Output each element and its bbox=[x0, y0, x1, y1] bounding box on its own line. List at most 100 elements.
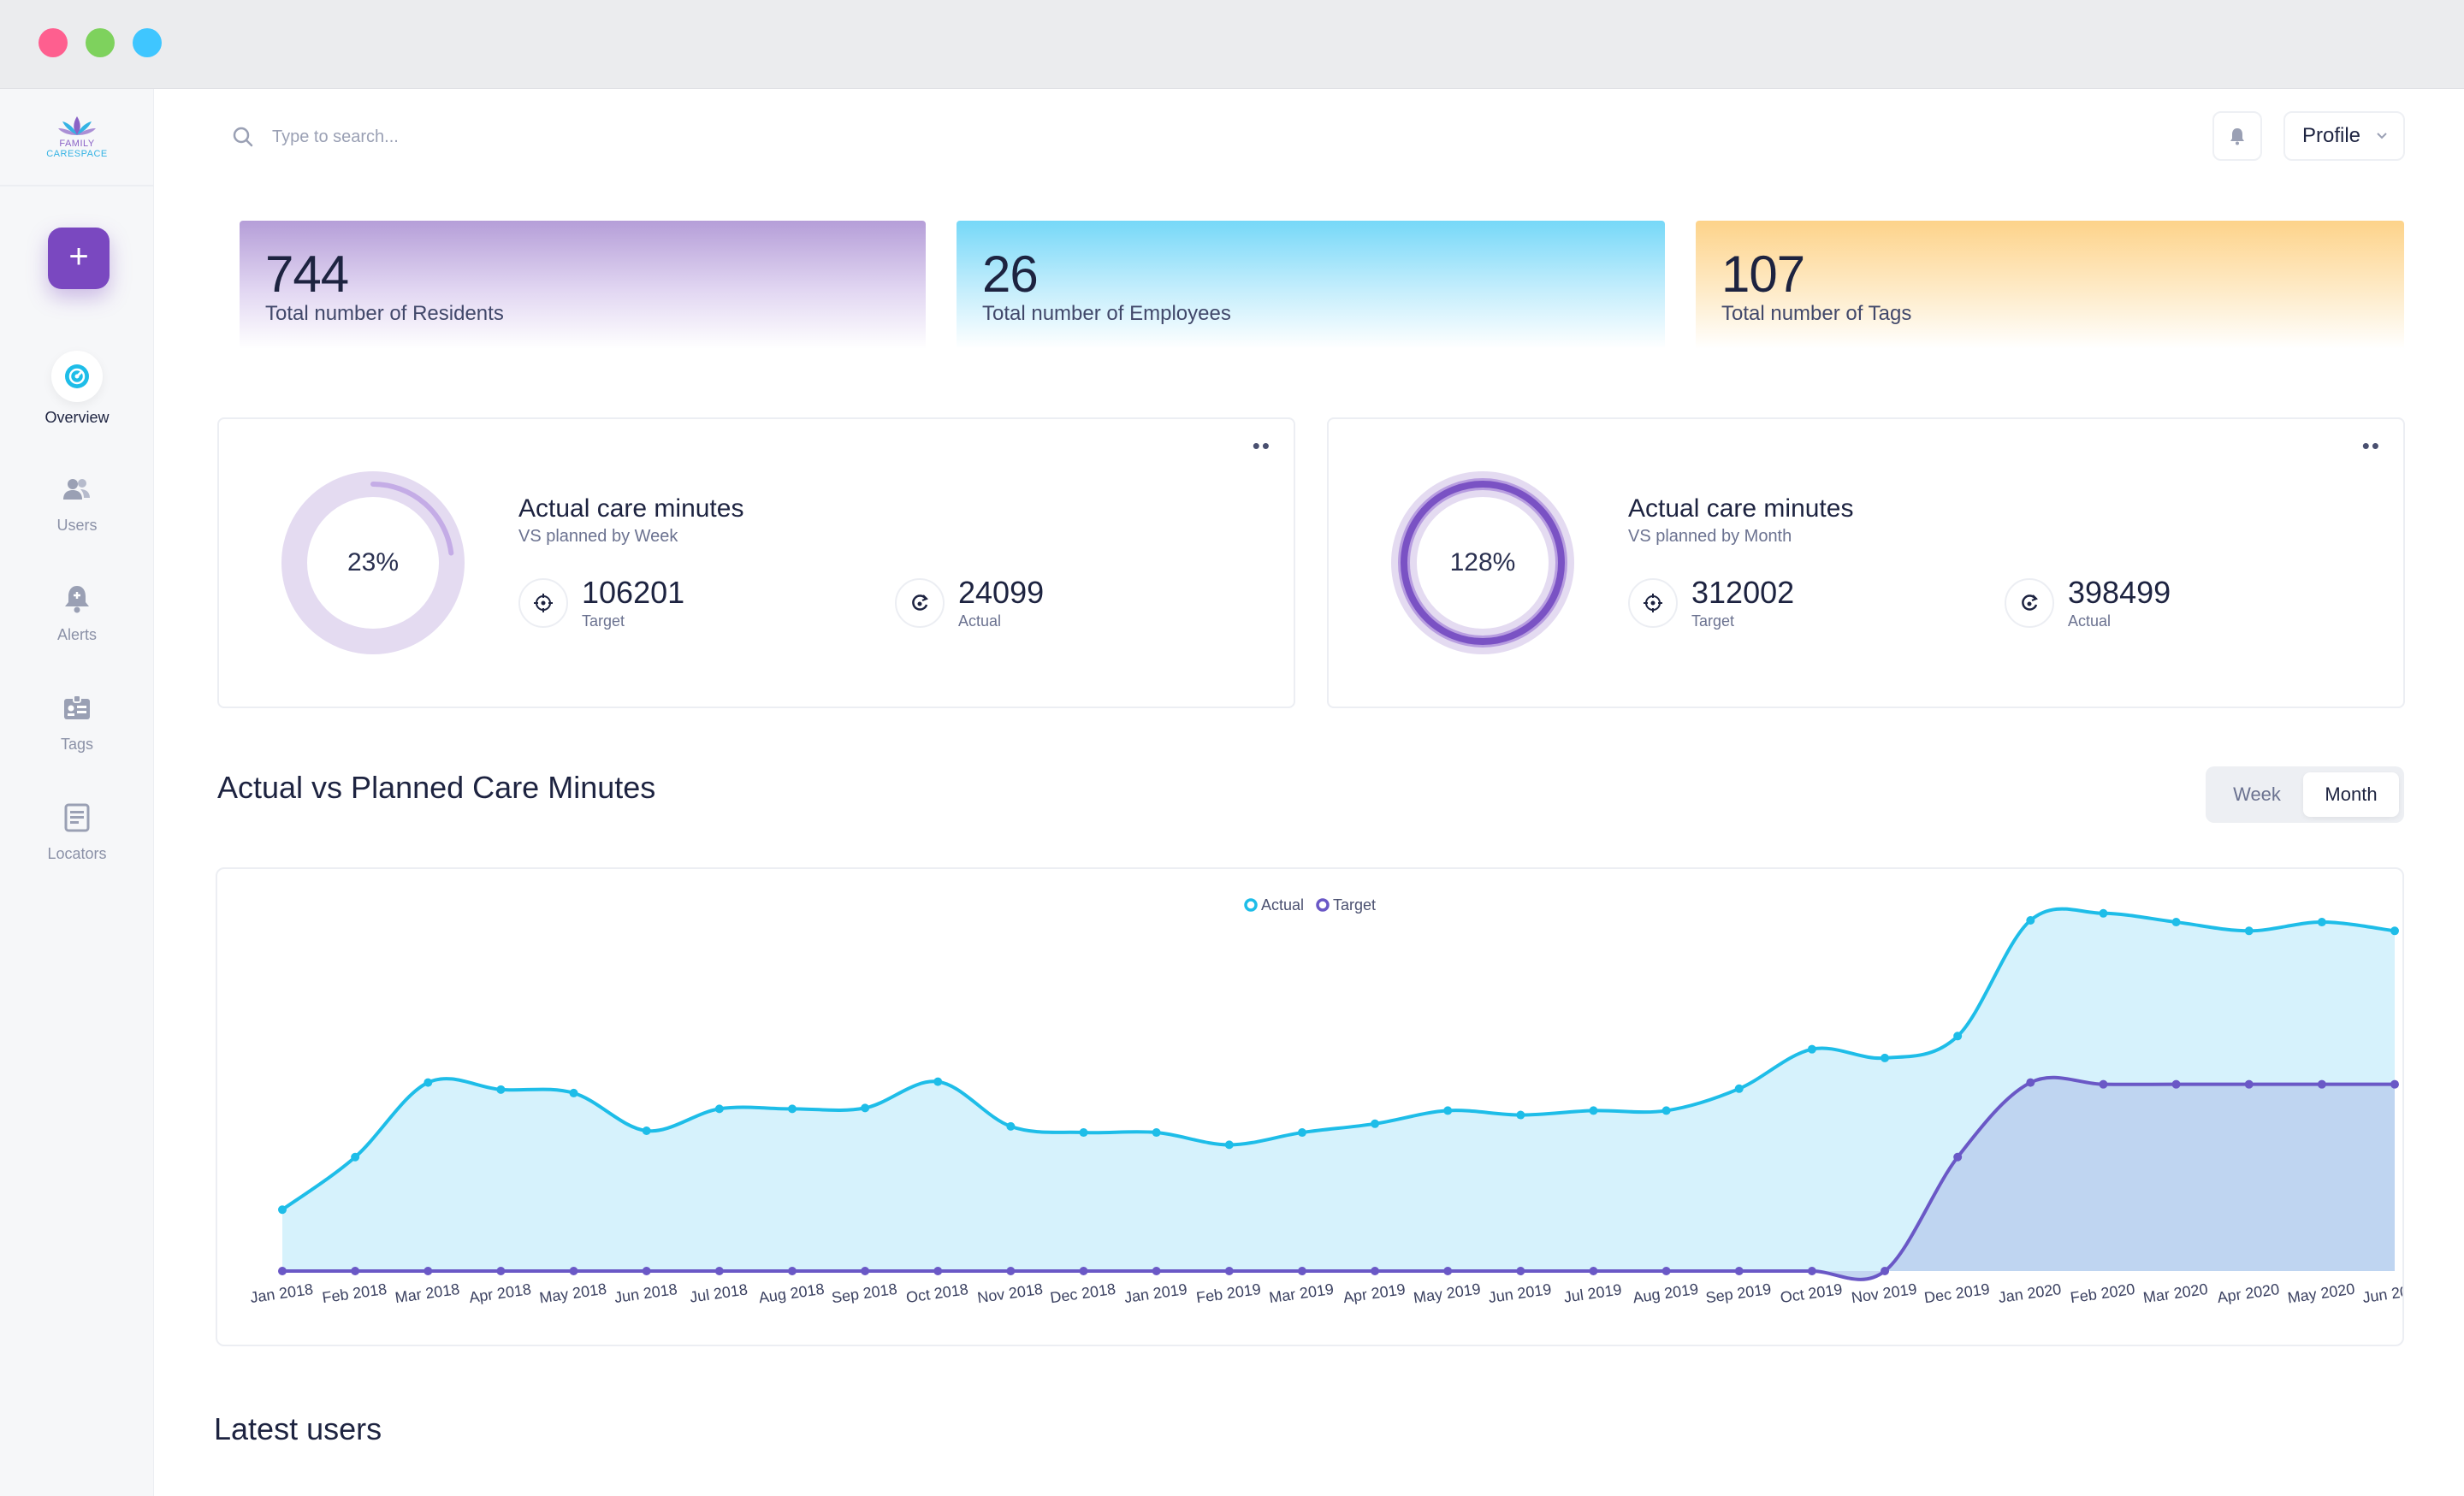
lotus-logo-icon bbox=[58, 116, 96, 135]
sidebar-item-alerts[interactable]: Alerts bbox=[0, 582, 154, 644]
add-button[interactable]: + bbox=[48, 228, 110, 289]
refresh-clock-icon bbox=[2005, 578, 2054, 628]
toggle-week[interactable]: Week bbox=[2233, 783, 2281, 805]
notifications-button[interactable] bbox=[2212, 111, 2262, 161]
data-point-target[interactable] bbox=[714, 1267, 724, 1275]
data-point-actual[interactable] bbox=[351, 1152, 360, 1162]
data-point-actual[interactable] bbox=[1807, 1044, 1816, 1054]
care-card-subtitle: VS planned by Month bbox=[1628, 527, 1792, 546]
data-point-actual[interactable] bbox=[2099, 908, 2108, 918]
data-point-actual[interactable] bbox=[2317, 918, 2326, 927]
legend-item-actual[interactable]: Actual bbox=[1244, 896, 1304, 914]
data-point-actual[interactable] bbox=[1734, 1084, 1744, 1093]
sidebar-divider bbox=[0, 185, 154, 186]
data-point-actual[interactable] bbox=[933, 1077, 943, 1086]
x-tick-label: Jun 2018 bbox=[613, 1280, 678, 1306]
data-point-target[interactable] bbox=[278, 1267, 287, 1275]
sidebar-item-label: Users bbox=[56, 517, 98, 534]
logo-line-2: CARESPACE bbox=[46, 149, 108, 159]
donut-progress-arc bbox=[1401, 481, 1565, 645]
data-point-target[interactable] bbox=[1953, 1152, 1963, 1162]
toggle-month[interactable]: Month bbox=[2303, 772, 2399, 817]
more-options-button[interactable]: •• bbox=[1252, 433, 1271, 458]
data-point-actual[interactable] bbox=[1371, 1119, 1380, 1128]
data-point-actual[interactable] bbox=[496, 1085, 506, 1094]
data-point-target[interactable] bbox=[424, 1267, 433, 1275]
more-options-button[interactable]: •• bbox=[2361, 433, 2381, 458]
data-point-actual[interactable] bbox=[1079, 1128, 1088, 1138]
minimize-window-button[interactable] bbox=[86, 28, 115, 57]
data-point-target[interactable] bbox=[2026, 1078, 2035, 1087]
chart-card: Jan 2018 Feb 2018 Mar 2018 Apr 2018 May 2018… bbox=[216, 867, 2404, 1346]
legend-item-target[interactable]: Target bbox=[1316, 896, 1376, 914]
data-point-actual[interactable] bbox=[2026, 916, 2035, 925]
donut-chart bbox=[281, 471, 465, 654]
data-point-target[interactable] bbox=[1079, 1267, 1088, 1275]
data-point-actual[interactable] bbox=[714, 1104, 724, 1114]
data-point-actual[interactable] bbox=[424, 1078, 433, 1087]
actual-value: 24099 bbox=[958, 575, 1045, 610]
data-point-actual[interactable] bbox=[2390, 926, 2399, 936]
data-point-target[interactable] bbox=[1881, 1267, 1890, 1275]
care-card-month: •• 128% Actual care minutes VS planned b… bbox=[1327, 417, 2405, 708]
maximize-window-button[interactable] bbox=[133, 28, 162, 57]
stat-label: Total number of Tags bbox=[1721, 302, 1912, 325]
app-logo[interactable]: FAMILY CARESPACE bbox=[0, 113, 154, 181]
data-point-target[interactable] bbox=[2390, 1079, 2399, 1089]
data-point-actual[interactable] bbox=[787, 1104, 797, 1114]
data-point-target[interactable] bbox=[351, 1267, 360, 1275]
data-point-target[interactable] bbox=[1006, 1267, 1016, 1275]
data-point-actual[interactable] bbox=[1443, 1106, 1453, 1115]
sidebar-item-label: Alerts bbox=[56, 626, 97, 643]
data-point-actual[interactable] bbox=[1589, 1106, 1598, 1115]
data-point-target[interactable] bbox=[1152, 1267, 1161, 1275]
data-point-actual[interactable] bbox=[1661, 1106, 1671, 1115]
sidebar-item-tags[interactable]: Tags bbox=[0, 691, 154, 754]
data-point-target[interactable] bbox=[933, 1267, 943, 1275]
data-point-target[interactable] bbox=[2317, 1079, 2326, 1089]
x-tick-label: Sep 2018 bbox=[831, 1280, 898, 1307]
data-point-actual[interactable] bbox=[1516, 1110, 1525, 1120]
stat-card-residents: 744 Total number of Residents bbox=[240, 221, 926, 349]
close-window-button[interactable] bbox=[38, 28, 68, 57]
data-point-target[interactable] bbox=[1443, 1267, 1453, 1275]
stat-value: 26 bbox=[982, 245, 1039, 303]
data-point-actual[interactable] bbox=[861, 1103, 870, 1113]
data-point-actual[interactable] bbox=[1297, 1128, 1306, 1138]
data-point-target[interactable] bbox=[569, 1267, 578, 1275]
data-point-actual[interactable] bbox=[1953, 1032, 1963, 1041]
data-point-target[interactable] bbox=[2099, 1079, 2108, 1089]
data-point-target[interactable] bbox=[1589, 1267, 1598, 1275]
data-point-target[interactable] bbox=[1734, 1267, 1744, 1275]
sidebar-item-overview[interactable]: Overview bbox=[0, 351, 154, 427]
data-point-target[interactable] bbox=[1224, 1267, 1234, 1275]
data-point-target[interactable] bbox=[1661, 1267, 1671, 1275]
data-point-target[interactable] bbox=[1371, 1267, 1380, 1275]
data-point-actual[interactable] bbox=[278, 1205, 287, 1215]
data-point-actual[interactable] bbox=[1006, 1121, 1016, 1131]
data-point-target[interactable] bbox=[2171, 1079, 2181, 1089]
data-point-actual[interactable] bbox=[1224, 1140, 1234, 1150]
period-toggle: Week Month bbox=[2206, 766, 2404, 823]
data-point-actual[interactable] bbox=[569, 1088, 578, 1097]
window-titlebar bbox=[0, 0, 2464, 89]
data-point-actual[interactable] bbox=[642, 1126, 651, 1135]
data-point-target[interactable] bbox=[787, 1267, 797, 1275]
data-point-target[interactable] bbox=[1807, 1267, 1816, 1275]
data-point-target[interactable] bbox=[861, 1267, 870, 1275]
data-point-target[interactable] bbox=[642, 1267, 651, 1275]
data-point-target[interactable] bbox=[2244, 1079, 2254, 1089]
data-point-target[interactable] bbox=[1297, 1267, 1306, 1275]
data-point-target[interactable] bbox=[496, 1267, 506, 1275]
data-point-actual[interactable] bbox=[2244, 926, 2254, 936]
x-tick-label: Apr 2018 bbox=[468, 1280, 532, 1306]
sidebar-item-locators[interactable]: Locators bbox=[0, 801, 154, 863]
data-point-target[interactable] bbox=[1516, 1267, 1525, 1275]
data-point-actual[interactable] bbox=[2171, 918, 2181, 927]
sidebar-item-users[interactable]: Users bbox=[0, 472, 154, 535]
data-point-actual[interactable] bbox=[1152, 1128, 1161, 1138]
x-tick-label: Sep 2019 bbox=[1704, 1280, 1772, 1307]
search-input[interactable] bbox=[272, 120, 871, 154]
profile-dropdown[interactable]: Profile bbox=[2283, 111, 2405, 161]
data-point-actual[interactable] bbox=[1881, 1053, 1890, 1062]
